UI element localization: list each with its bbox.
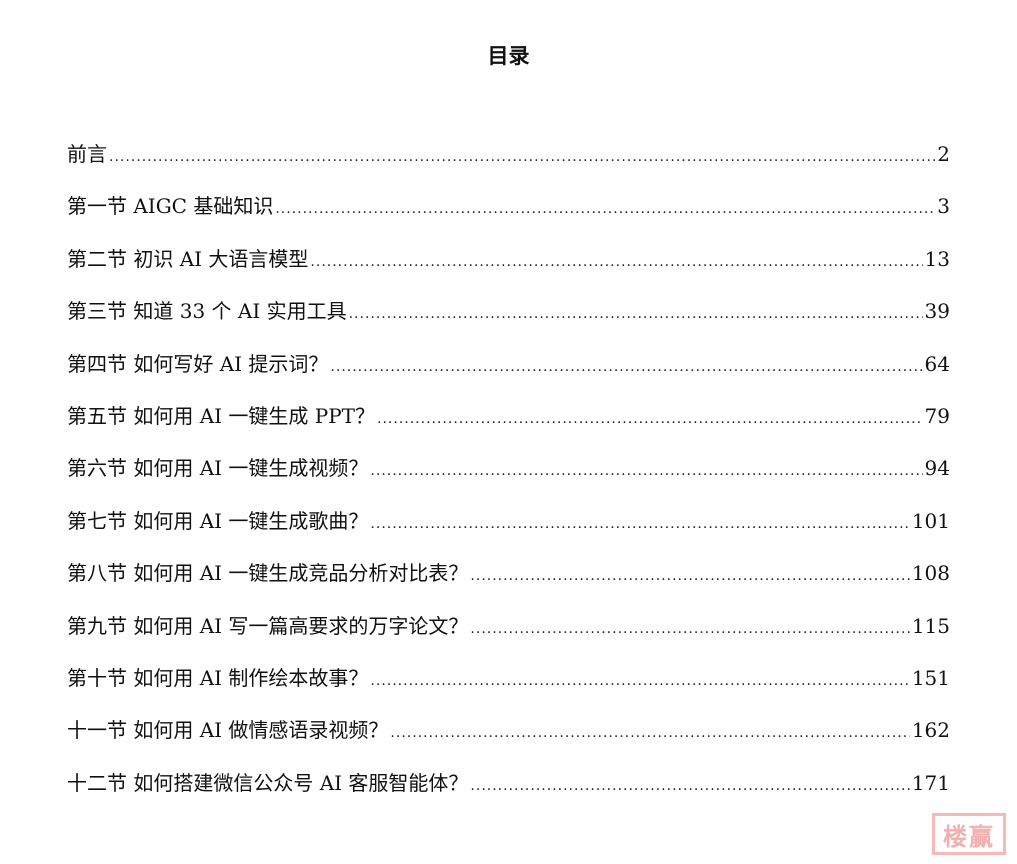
toc-entry-page: 13 bbox=[924, 246, 950, 271]
toc-entry[interactable]: 第一节 AIGC 基础知识 3 bbox=[67, 190, 950, 242]
toc-entry-label: 第五节 如何用 AI 一键生成 PPT？ bbox=[67, 403, 376, 428]
toc-entry-label: 第六节 如何用 AI 一键生成视频？ bbox=[67, 456, 369, 481]
toc-entry[interactable]: 第八节 如何用 AI 一键生成竞品分析对比表？ 108 bbox=[67, 557, 950, 609]
page-title: 目录 bbox=[487, 43, 530, 68]
toc-entry-label: 十二节 如何搭建微信公众号 AI 客服智能体？ bbox=[67, 770, 469, 795]
toc-entry[interactable]: 第六节 如何用 AI 一键生成视频？ 94 bbox=[67, 452, 950, 504]
dot-leader bbox=[370, 516, 909, 532]
dot-leader bbox=[275, 201, 935, 217]
toc-entry-page: 162 bbox=[911, 718, 950, 743]
table-of-contents: 前言 2 第一节 AIGC 基础知识 3 第二节 初识 AI 大语言模型 13 第三节 知道… bbox=[67, 138, 950, 819]
toc-entry-label: 第七节 如何用 AI 一键生成歌曲？ bbox=[67, 508, 369, 533]
toc-entry[interactable]: 前言 2 bbox=[67, 138, 950, 190]
dot-leader bbox=[349, 306, 923, 322]
dot-leader bbox=[109, 149, 935, 165]
toc-entry-label: 十一节 如何用 AI 做情感语录视频？ bbox=[67, 718, 389, 743]
toc-entry-label: 第九节 如何用 AI 写一篇高要求的万字论文？ bbox=[67, 613, 469, 638]
dot-leader bbox=[470, 778, 909, 794]
toc-entry[interactable]: 十一节 如何用 AI 做情感语录视频？ 162 bbox=[67, 714, 950, 766]
toc-entry[interactable]: 第三节 知道 33 个 AI 实用工具 39 bbox=[67, 295, 950, 347]
toc-entry[interactable]: 第二节 初识 AI 大语言模型 13 bbox=[67, 243, 950, 295]
toc-entry-label: 第二节 初识 AI 大语言模型 bbox=[67, 246, 309, 271]
toc-entry-page: 171 bbox=[911, 770, 950, 795]
toc-entry-label: 前言 bbox=[67, 142, 107, 166]
dot-leader bbox=[470, 568, 909, 584]
toc-entry[interactable]: 十二节 如何搭建微信公众号 AI 客服智能体？ 171 bbox=[67, 767, 950, 819]
toc-entry-page: 108 bbox=[911, 561, 950, 586]
toc-entry-page: 39 bbox=[924, 299, 950, 324]
toc-entry-page: 115 bbox=[911, 613, 950, 638]
toc-entry-page: 79 bbox=[924, 403, 950, 428]
dot-leader bbox=[310, 254, 922, 270]
toc-entry[interactable]: 第五节 如何用 AI 一键生成 PPT？ 79 bbox=[67, 400, 950, 452]
toc-entry-label: 第四节 如何写好 AI 提示词？ bbox=[67, 351, 329, 376]
toc-entry-label: 第八节 如何用 AI 一键生成竞品分析对比表？ bbox=[67, 561, 469, 586]
toc-entry-page: 151 bbox=[911, 665, 950, 690]
toc-entry-label: 第一节 AIGC 基础知识 bbox=[67, 194, 274, 219]
dot-leader bbox=[390, 725, 909, 741]
toc-entry-page: 101 bbox=[911, 508, 950, 533]
watermark-text: 楼赢 bbox=[943, 821, 995, 851]
toc-entry[interactable]: 第九节 如何用 AI 写一篇高要求的万字论文？ 115 bbox=[67, 610, 950, 662]
toc-entry[interactable]: 第十节 如何用 AI 制作绘本故事？ 151 bbox=[67, 662, 950, 714]
watermark-stamp: 楼赢 bbox=[932, 813, 1006, 855]
dot-leader bbox=[370, 463, 922, 479]
dot-leader bbox=[470, 621, 909, 637]
toc-entry[interactable]: 第七节 如何用 AI 一键生成歌曲？ 101 bbox=[67, 505, 950, 557]
dot-leader bbox=[330, 359, 922, 375]
toc-entry-page: 3 bbox=[937, 194, 950, 219]
toc-entry[interactable]: 第四节 如何写好 AI 提示词？ 64 bbox=[67, 348, 950, 400]
toc-entry-label: 第三节 知道 33 个 AI 实用工具 bbox=[67, 299, 347, 324]
toc-entry-page: 2 bbox=[937, 142, 950, 166]
toc-entry-page: 94 bbox=[924, 456, 950, 481]
dot-leader bbox=[370, 673, 909, 689]
toc-entry-page: 64 bbox=[924, 351, 950, 376]
toc-entry-label: 第十节 如何用 AI 制作绘本故事？ bbox=[67, 665, 369, 690]
dot-leader bbox=[377, 411, 923, 427]
